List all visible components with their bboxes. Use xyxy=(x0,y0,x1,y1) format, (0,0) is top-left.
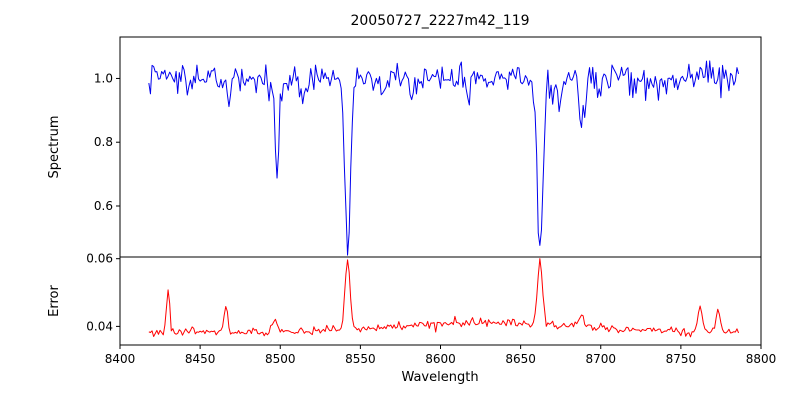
error-y-axis-label: Error xyxy=(47,285,62,317)
x-tick-label: 8700 xyxy=(585,352,616,366)
x-tick-label: 8550 xyxy=(345,352,376,366)
chart-title: 20050727_2227m42_119 xyxy=(350,13,529,29)
error-line xyxy=(148,258,740,338)
spectrum-y-tick-label: 0.8 xyxy=(94,135,113,149)
x-tick-label: 8500 xyxy=(265,352,296,366)
spectrum-line xyxy=(148,60,740,256)
spectrum-y-axis-label: Spectrum xyxy=(47,116,62,179)
x-axis-label: Wavelength xyxy=(401,370,478,385)
x-tick-label: 8400 xyxy=(105,352,136,366)
error-y-tick-label: 0.04 xyxy=(86,319,113,333)
error-axes-frame xyxy=(119,256,762,346)
spectrum-y-tick-label: 1.0 xyxy=(94,71,113,85)
x-tick-label: 8650 xyxy=(505,352,536,366)
error-y-tick-label: 0.06 xyxy=(86,252,113,266)
spectrum-axes-frame xyxy=(119,36,762,258)
plot-layer: 0.6 0.8 1.0 0.04 0.06 8400 8450 8500 8550 8600 865… xyxy=(86,36,777,366)
x-tick-label: 8800 xyxy=(746,352,777,366)
x-tick-label: 8450 xyxy=(185,352,216,366)
x-tick-label: 8750 xyxy=(666,352,697,366)
spectrum-y-tick-label: 0.6 xyxy=(94,199,113,213)
x-tick-label: 8600 xyxy=(425,352,456,366)
